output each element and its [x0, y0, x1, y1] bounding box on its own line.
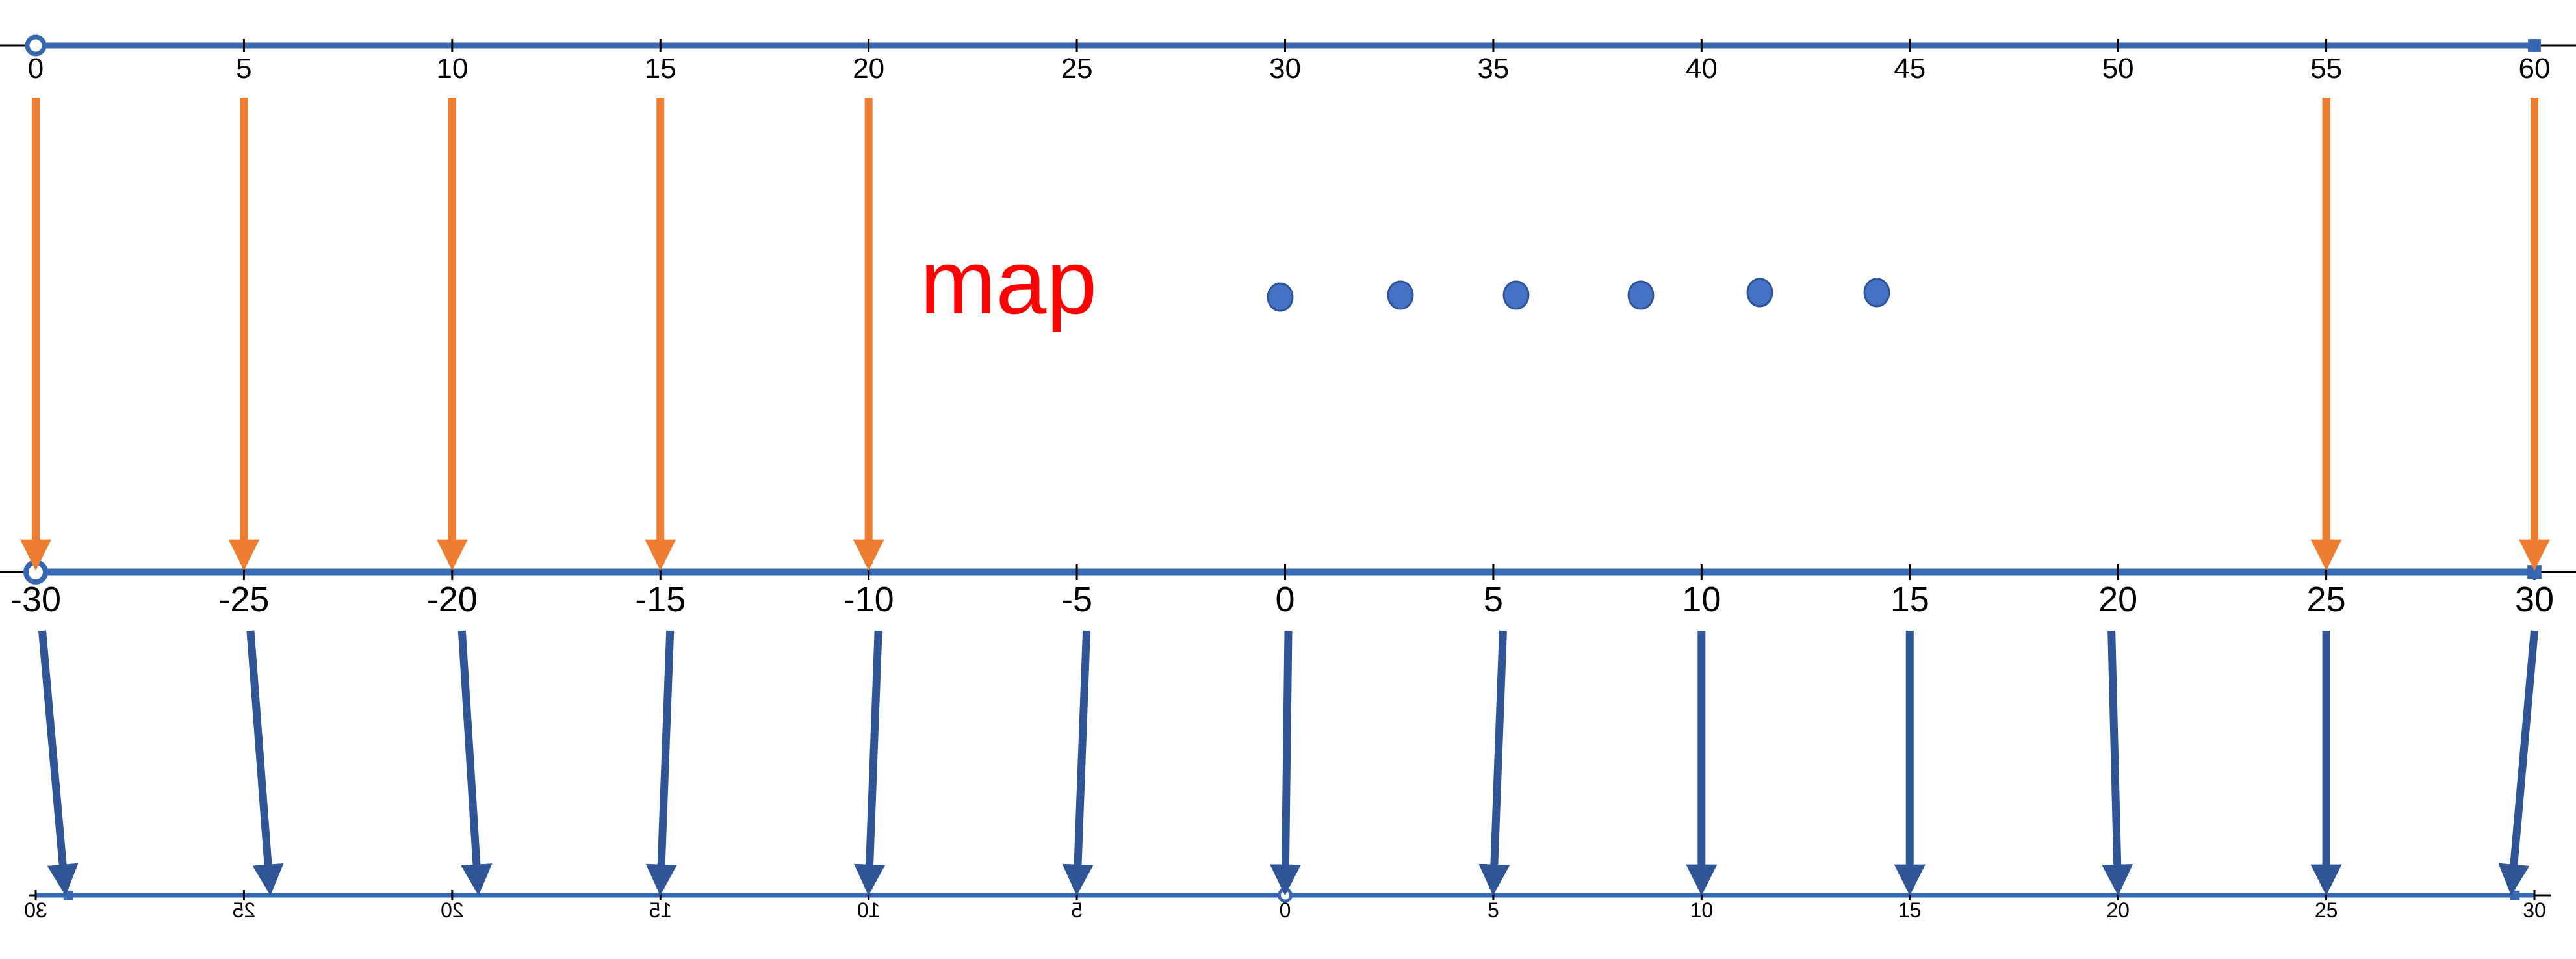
ellipsis-dot [1746, 278, 1773, 308]
top-number-line: 0 5 10 15 20 25 30 35 40 45 50 55 60 [0, 34, 2576, 85]
tick-label: 20 [2098, 580, 2137, 619]
blue-arrow [645, 630, 677, 896]
tick-label: 25 [1061, 53, 1093, 85]
closed-endpoint [2527, 565, 2542, 579]
blue-arrow [1269, 630, 1301, 896]
closed-endpoint [2510, 890, 2520, 900]
tick-label: 25 [2315, 899, 2338, 922]
tick-label: 25 [233, 899, 256, 922]
tick-label: 30 [1269, 53, 1301, 85]
tick-label: 5 [236, 53, 251, 85]
ellipsis-dot [1502, 280, 1530, 310]
ellipsis-dot [1627, 280, 1655, 310]
tick-label: 60 [2519, 53, 2551, 85]
ellipsis-dot [1387, 280, 1414, 310]
blue-arrow [457, 630, 493, 896]
blue-arrow-group [38, 630, 2538, 896]
tick-label: 5 [1484, 580, 1503, 619]
tick-label: 40 [1686, 53, 1718, 85]
blue-arrow [38, 630, 79, 896]
tick-label: 15 [1898, 899, 1922, 922]
tick-label: 0 [28, 53, 44, 85]
ellipsis-dots [1267, 278, 1890, 312]
closed-endpoint [63, 890, 73, 900]
ellipsis-dot [1863, 278, 1890, 308]
blue-arrow [1478, 630, 1510, 896]
tick-label: 30 [24, 899, 47, 922]
bottom-number-line: 30 25 20 15 10 5 0 5 10 15 20 25 30 [24, 887, 2551, 922]
blue-arrow [2498, 630, 2538, 896]
ellipsis-dot [1267, 282, 1294, 312]
tick-label: -15 [635, 580, 686, 619]
orange-arrow-group [20, 98, 2550, 571]
tick-label: 5 [1488, 899, 1499, 922]
tick-label: 15 [649, 899, 672, 922]
blue-arrow [854, 630, 886, 896]
open-endpoint [23, 560, 48, 585]
tick-label: 0 [1275, 580, 1294, 619]
tick-label: 10 [1690, 899, 1714, 922]
tick-label: 10 [436, 53, 468, 85]
open-endpoint [1278, 887, 1293, 903]
blue-arrow [1062, 630, 1094, 896]
blue-arrow [2102, 630, 2133, 896]
blue-arrow [246, 630, 284, 896]
tick-label: -5 [1061, 580, 1092, 619]
tick-label: 55 [2310, 53, 2342, 85]
tick-label: -25 [218, 580, 269, 619]
middle-number-line: -30 -25 -20 -15 -10 -5 0 5 10 15 20 25 30 [0, 560, 2576, 619]
tick-label: 50 [2102, 53, 2134, 85]
tick-label: 10 [1682, 580, 1721, 619]
tick-label: 15 [1890, 580, 1929, 619]
tick-label: 35 [1477, 53, 1509, 85]
tick-label: -10 [844, 580, 894, 619]
closed-endpoint [2528, 39, 2541, 52]
tick-label: 45 [1894, 53, 1926, 85]
tick-label: 10 [857, 899, 881, 922]
tick-label: 0 [1280, 899, 1291, 922]
tick-label: 15 [645, 53, 676, 85]
tick-label: 25 [2307, 580, 2346, 619]
open-endpoint [25, 34, 47, 57]
map-title: map [920, 231, 1097, 333]
tick-label: 20 [853, 53, 884, 85]
tick-label: -20 [427, 580, 478, 619]
tick-label: 5 [1071, 899, 1083, 922]
tick-label: -30 [10, 580, 61, 619]
tick-label: 20 [2106, 899, 2130, 922]
tick-label: 20 [441, 899, 464, 922]
tick-label: 30 [2515, 580, 2554, 619]
tick-label: 30 [2523, 899, 2546, 922]
